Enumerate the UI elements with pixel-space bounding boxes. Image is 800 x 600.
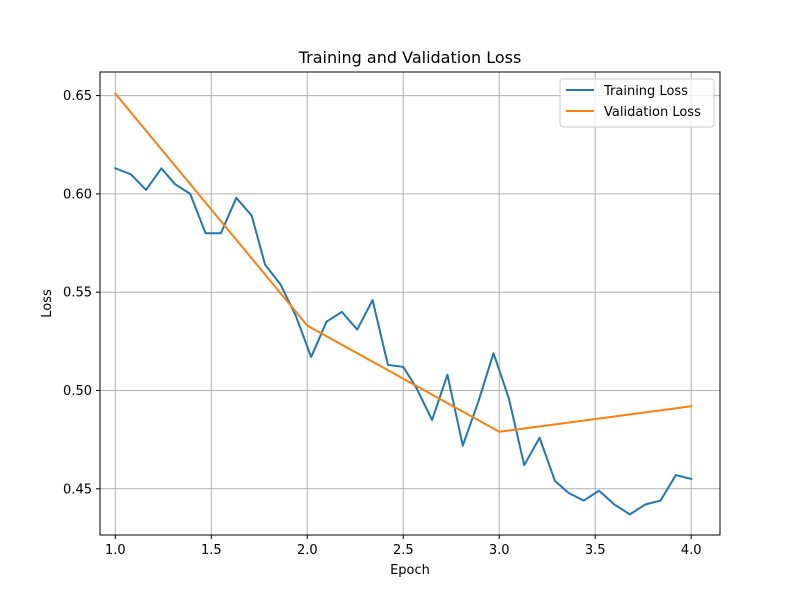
x-tick-label: 1.0: [105, 543, 126, 558]
legend-label-validation-loss: Validation Loss: [604, 105, 701, 120]
y-tick-label: 0.45: [63, 482, 92, 497]
chart-title: Training and Validation Loss: [298, 48, 522, 67]
x-tick-label: 3.5: [585, 543, 606, 558]
grid: [100, 72, 720, 535]
y-tick-label: 0.65: [63, 89, 92, 104]
y-axis-ticks: 0.45 0.50 0.55 0.60 0.65: [63, 89, 100, 497]
plot-frame: [99, 71, 721, 536]
x-axis-ticks: 1.0 1.5 2.0 2.5 3.0 3.5 4.0: [105, 535, 702, 558]
series-line-validation-loss: [113, 92, 693, 433]
series-layer: [113, 92, 693, 516]
y-axis-label: Loss: [40, 289, 55, 318]
x-tick-label: 3.0: [489, 543, 510, 558]
legend: Training Loss Validation Loss: [559, 78, 715, 128]
x-tick-label: 4.0: [681, 543, 702, 558]
x-tick-label: 2.5: [393, 543, 414, 558]
x-tick-label: 1.5: [201, 543, 222, 558]
legend-label-training-loss: Training Loss: [603, 84, 688, 99]
x-axis-label: Epoch: [390, 563, 430, 578]
y-tick-label: 0.55: [63, 286, 92, 301]
legend-box: [559, 78, 715, 128]
y-tick-label: 0.50: [63, 384, 92, 399]
series-line-training-loss: [114, 167, 693, 516]
y-tick-label: 0.60: [63, 187, 92, 202]
x-tick-label: 2.0: [297, 543, 318, 558]
